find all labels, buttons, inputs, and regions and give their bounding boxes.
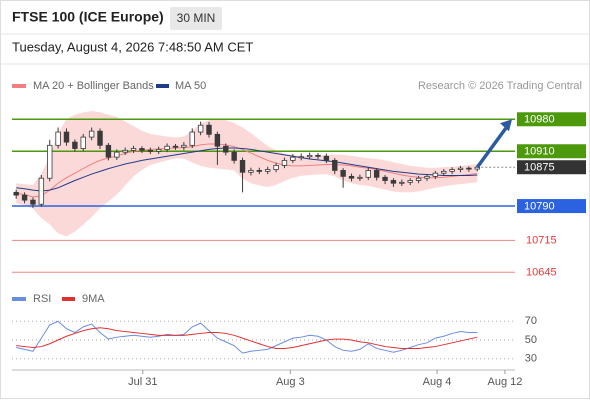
candle-body — [407, 180, 413, 183]
candle-body — [415, 177, 422, 181]
legend-label: MA 20 + Bollinger Bands — [33, 80, 154, 92]
x-tick-label: Jul 31 — [128, 376, 157, 388]
candle-body — [231, 151, 237, 161]
candle-body — [197, 124, 204, 133]
target-arrow — [475, 124, 510, 169]
candle-body — [281, 159, 288, 166]
bollinger-band — [16, 111, 478, 237]
candle-body — [390, 180, 397, 184]
candle-body — [214, 133, 221, 147]
candle-body — [373, 170, 380, 178]
x-tick-label: Aug 4 — [423, 376, 452, 388]
candle-body — [248, 170, 254, 173]
candle-body — [315, 154, 321, 157]
level-box — [517, 160, 586, 175]
candle-body — [332, 159, 338, 171]
candle-body — [181, 144, 187, 148]
candle-body — [239, 159, 246, 173]
candle-body — [139, 148, 145, 151]
y-tick-label: 50 — [525, 334, 537, 346]
level-label: 10910 — [524, 146, 555, 158]
candle-body — [457, 167, 464, 170]
timeframe-box — [170, 7, 222, 30]
candle-body — [365, 170, 371, 178]
candle-body — [206, 124, 212, 135]
candle-body — [306, 154, 313, 158]
x-tick-label: Aug 3 — [276, 376, 305, 388]
x-tick-label: Aug 12 — [488, 376, 523, 388]
candle-body — [189, 131, 195, 146]
candle-body — [55, 131, 61, 146]
candle-body — [323, 155, 330, 161]
level-label: 10645 — [526, 267, 557, 279]
candle-body — [13, 191, 19, 196]
candle-body — [21, 194, 28, 201]
indicator-line — [16, 320, 478, 354]
candle-body — [256, 170, 263, 172]
candle-body — [30, 199, 36, 205]
candle-body — [72, 141, 78, 149]
candle-body — [63, 131, 70, 143]
legend-label: RSI — [33, 293, 51, 305]
candle-body — [38, 177, 45, 205]
candle-body — [172, 145, 179, 148]
target-arrowhead — [500, 119, 512, 132]
candle-body — [298, 156, 304, 159]
candle-body — [122, 149, 128, 153]
level-label: 10875 — [524, 162, 555, 174]
candle-body — [88, 130, 95, 138]
candle-body — [105, 144, 112, 158]
candle-body — [290, 156, 296, 161]
candle-body — [114, 151, 120, 158]
candle-body — [147, 149, 154, 152]
source: Research © 2026 Trading Central — [418, 80, 582, 92]
candle-body — [97, 130, 103, 146]
y-tick-label: 30 — [525, 353, 537, 365]
legend-label: 9MA — [82, 293, 105, 305]
candle-body — [357, 176, 363, 179]
ma-line — [16, 147, 478, 192]
candle-body — [441, 170, 447, 174]
candle-body — [466, 167, 472, 170]
candle-body — [164, 145, 170, 150]
candle-body — [399, 181, 405, 184]
ma-line — [16, 143, 478, 198]
candle-body — [340, 170, 346, 177]
timeframe: 30 MIN — [177, 11, 216, 25]
candle-body — [348, 175, 355, 179]
level-label: 10980 — [524, 114, 555, 126]
candle-body — [47, 144, 53, 179]
candle-body — [449, 169, 455, 172]
candle-body — [223, 145, 229, 153]
candle-body — [273, 165, 279, 170]
candle-body — [264, 169, 271, 172]
subtitle: Tuesday, August 4, 2026 7:48:50 AM CET — [12, 39, 253, 54]
candle-body — [130, 148, 137, 151]
level-box — [517, 144, 586, 159]
candle-body — [80, 136, 86, 149]
level-label: 10790 — [524, 200, 555, 212]
level-label: 10715 — [526, 235, 557, 247]
y-tick-label: 70 — [525, 315, 537, 327]
indicator-line — [16, 327, 478, 349]
candle-body — [156, 149, 162, 152]
chart-title: FTSE 100 (ICE Europe) — [12, 9, 164, 25]
level-box — [517, 112, 586, 127]
candle-body — [432, 172, 439, 177]
candle-body — [424, 175, 430, 179]
level-box — [517, 199, 586, 214]
legend-label: MA 50 — [175, 80, 206, 92]
candle-body — [382, 176, 388, 181]
